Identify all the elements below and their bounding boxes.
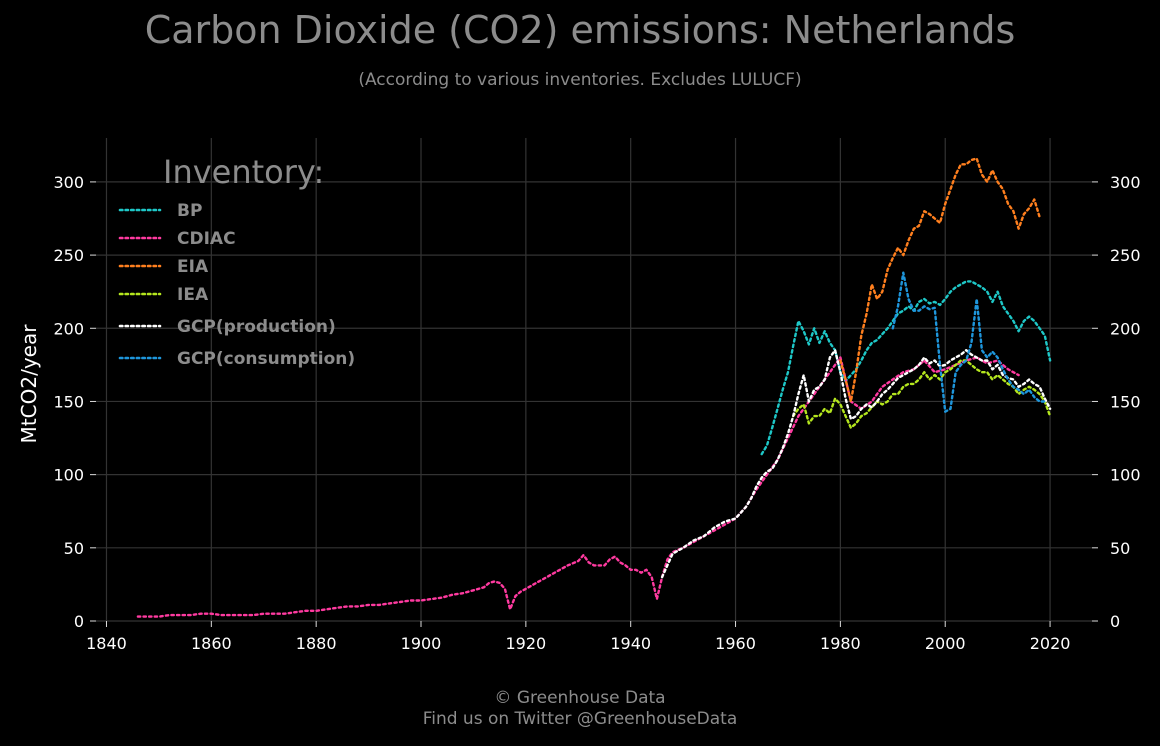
- series-lines: [136, 157, 1052, 618]
- legend-label-gcp-consumption: GCP(consumption): [177, 349, 355, 369]
- series-line-bp: [760, 280, 1052, 456]
- y-tick-label: 150: [53, 392, 84, 411]
- footer: © Greenhouse Data Find us on Twitter @Gr…: [0, 688, 1160, 730]
- chart-title: Carbon Dioxide (CO2) emissions: Netherla…: [144, 8, 1016, 52]
- y-tick-label-right: 50: [1110, 539, 1130, 558]
- legend-label-eia: EIA: [177, 257, 209, 277]
- legend-label-gcp-production: GCP(production): [177, 317, 336, 337]
- legend-label-bp: BP: [177, 201, 202, 221]
- y-tick-label: 250: [53, 246, 84, 265]
- y-tick-label: 300: [53, 173, 84, 192]
- series-line-gcp-consumption: [891, 271, 1047, 413]
- legend: Inventory: BP CDIAC EIA IEA GCP(production) GC…: [118, 153, 355, 369]
- grid-lines: [96, 138, 1092, 622]
- legend-title: Inventory:: [163, 153, 324, 191]
- y-tick-label: 200: [53, 319, 84, 338]
- x-tick-label: 1860: [191, 634, 232, 653]
- y-tick-label-right: 0: [1110, 612, 1120, 631]
- series-line-cdiac: [136, 356, 1020, 618]
- y-tick-label: 100: [53, 466, 84, 485]
- y-tick-label-right: 100: [1110, 466, 1141, 485]
- y-tick-label-right: 250: [1110, 246, 1141, 265]
- copyright-text: © Greenhouse Data: [494, 688, 666, 708]
- legend-label-iea: IEA: [177, 285, 209, 305]
- y-tick-label-right: 150: [1110, 392, 1141, 411]
- x-tick-label: 1920: [505, 634, 546, 653]
- x-tick-label: 2020: [1030, 634, 1071, 653]
- axes: 1840 1860 1880 1900 1920 1940 1960 1980 2000 2020…: [53, 173, 1140, 653]
- series-line-gcp-production: [660, 349, 1052, 579]
- x-tick-label: 1840: [86, 634, 127, 653]
- x-tick-label: 1880: [296, 634, 337, 653]
- y-tick-label: 50: [64, 539, 84, 558]
- y-axis-label: MtCO2/year: [17, 324, 41, 444]
- x-tick-label: 1940: [610, 634, 651, 653]
- series-line-iea: [792, 359, 1052, 429]
- x-tick-label: 2000: [925, 634, 966, 653]
- x-tick-label: 1900: [401, 634, 442, 653]
- legend-label-cdiac: CDIAC: [177, 229, 236, 249]
- y-tick-label-right: 300: [1110, 173, 1141, 192]
- y-tick-label: 0: [74, 612, 84, 631]
- chart-subtitle: (According to various inventories. Exclu…: [358, 70, 802, 90]
- x-tick-label: 1960: [715, 634, 756, 653]
- twitter-credit: Find us on Twitter @GreenhouseData: [422, 709, 738, 729]
- y-tick-label-right: 200: [1110, 319, 1141, 338]
- x-tick-label: 1980: [820, 634, 861, 653]
- series-line-eia: [839, 157, 1041, 403]
